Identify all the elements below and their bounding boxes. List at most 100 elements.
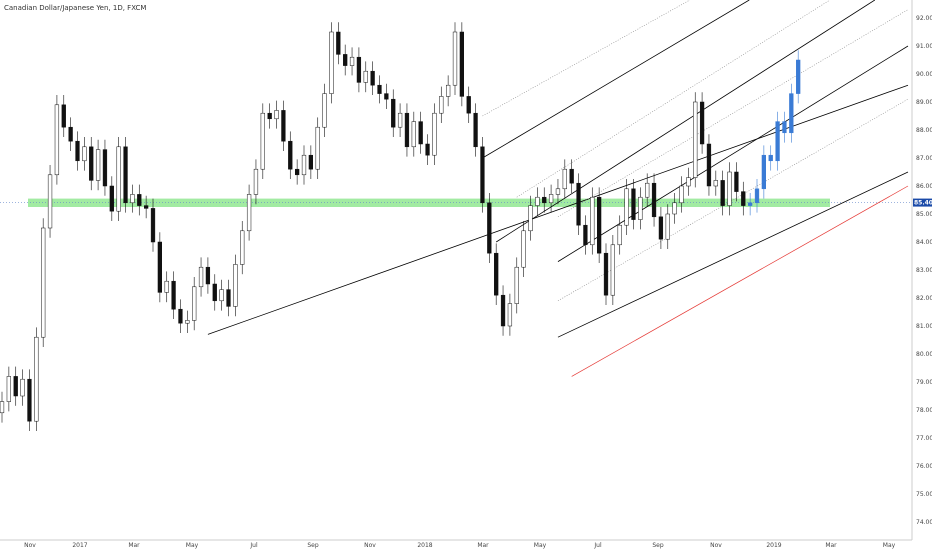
candle-body[interactable]: [645, 182, 650, 198]
candle-body[interactable]: [466, 96, 471, 114]
candle-body[interactable]: [727, 171, 732, 206]
candle-body[interactable]: [308, 154, 314, 170]
candle-body[interactable]: [473, 112, 478, 148]
candle-body[interactable]: [425, 143, 430, 156]
candle-body[interactable]: [384, 93, 389, 100]
candle-body[interactable]: [782, 121, 787, 134]
candle-body[interactable]: [178, 308, 183, 324]
candle-body[interactable]: [95, 149, 101, 181]
candle-body[interactable]: [164, 280, 169, 293]
candle-body[interactable]: [41, 227, 46, 338]
candle-body[interactable]: [219, 289, 224, 302]
candle-body[interactable]: [494, 252, 499, 296]
candle-body[interactable]: [89, 146, 94, 181]
candle-body[interactable]: [6, 376, 12, 402]
candle-body[interactable]: [336, 31, 341, 55]
candle-body[interactable]: [185, 320, 190, 324]
candle-body[interactable]: [212, 283, 217, 302]
candle-body[interactable]: [171, 280, 176, 310]
candle-body[interactable]: [638, 196, 643, 220]
candle-body[interactable]: [521, 230, 526, 268]
candle-body[interactable]: [796, 59, 801, 94]
candle-body[interactable]: [130, 194, 135, 204]
candle-body[interactable]: [603, 252, 609, 296]
candle-body[interactable]: [356, 56, 362, 83]
candle-body[interactable]: [137, 194, 142, 206]
candle-body[interactable]: [233, 264, 238, 307]
candle-body[interactable]: [610, 244, 616, 296]
candle-body[interactable]: [370, 70, 375, 86]
candle-body[interactable]: [761, 154, 767, 190]
candle-body[interactable]: [109, 185, 114, 212]
candle-body[interactable]: [123, 146, 128, 204]
candle-body[interactable]: [487, 202, 492, 254]
candle-body[interactable]: [274, 110, 279, 120]
candle-body[interactable]: [192, 286, 197, 321]
candle-body[interactable]: [322, 93, 327, 128]
candle-body[interactable]: [617, 224, 622, 246]
candle-body[interactable]: [542, 196, 547, 204]
candle-body[interactable]: [418, 121, 423, 145]
candle-body[interactable]: [672, 202, 677, 215]
candle-body[interactable]: [789, 93, 794, 134]
candle-body[interactable]: [47, 174, 53, 229]
candle-body[interactable]: [27, 378, 32, 422]
candle-body[interactable]: [301, 154, 307, 176]
candle-body[interactable]: [13, 376, 18, 397]
candle-body[interactable]: [143, 205, 149, 209]
candle-body[interactable]: [411, 121, 416, 148]
candle-body[interactable]: [569, 168, 574, 184]
candle-body[interactable]: [240, 230, 245, 265]
candle-body[interactable]: [397, 112, 403, 128]
candle-body[interactable]: [583, 224, 588, 246]
candle-body[interactable]: [596, 196, 602, 254]
candle-body[interactable]: [651, 182, 657, 218]
candle-body[interactable]: [198, 266, 204, 288]
candle-body[interactable]: [439, 96, 444, 114]
candle-body[interactable]: [459, 31, 465, 97]
candle-body[interactable]: [555, 188, 561, 195]
candle-body[interactable]: [82, 146, 87, 162]
candle-body[interactable]: [0, 401, 5, 414]
candle-body[interactable]: [315, 126, 320, 170]
candle-body[interactable]: [734, 171, 739, 192]
candle-body[interactable]: [548, 194, 554, 204]
candle-body[interactable]: [514, 266, 519, 304]
candle-body[interactable]: [68, 126, 73, 142]
candle-body[interactable]: [281, 110, 286, 142]
candle-body[interactable]: [226, 289, 231, 307]
candle-body[interactable]: [576, 182, 581, 226]
candle-body[interactable]: [157, 241, 163, 293]
candle-body[interactable]: [535, 196, 540, 206]
candle-body[interactable]: [150, 208, 156, 243]
candle-body[interactable]: [658, 216, 664, 240]
candle-body[interactable]: [775, 121, 780, 162]
candle-body[interactable]: [706, 143, 712, 187]
candle-body[interactable]: [713, 180, 718, 187]
candle-body[interactable]: [75, 140, 80, 162]
candle-body[interactable]: [34, 336, 39, 422]
candle-body[interactable]: [720, 180, 725, 206]
candle-body[interactable]: [741, 191, 746, 206]
candle-body[interactable]: [624, 188, 629, 226]
candle-body[interactable]: [631, 188, 636, 220]
candle-body[interactable]: [679, 185, 684, 204]
candle-body[interactable]: [665, 213, 670, 240]
candle-body[interactable]: [20, 378, 25, 397]
candle-body[interactable]: [693, 101, 698, 178]
candle-body[interactable]: [253, 168, 259, 195]
candle-body[interactable]: [329, 31, 334, 94]
candle-body[interactable]: [404, 112, 410, 148]
candle-body[interactable]: [507, 303, 513, 327]
candle-body[interactable]: [528, 205, 533, 232]
candle-body[interactable]: [747, 202, 753, 206]
candle-body[interactable]: [768, 154, 773, 162]
candle-body[interactable]: [205, 266, 211, 285]
candle-body[interactable]: [754, 188, 760, 204]
candle-body[interactable]: [391, 98, 396, 128]
candle-body[interactable]: [432, 112, 437, 156]
candle-body[interactable]: [562, 168, 567, 190]
candle-body[interactable]: [267, 112, 272, 120]
candle-body[interactable]: [102, 149, 108, 187]
